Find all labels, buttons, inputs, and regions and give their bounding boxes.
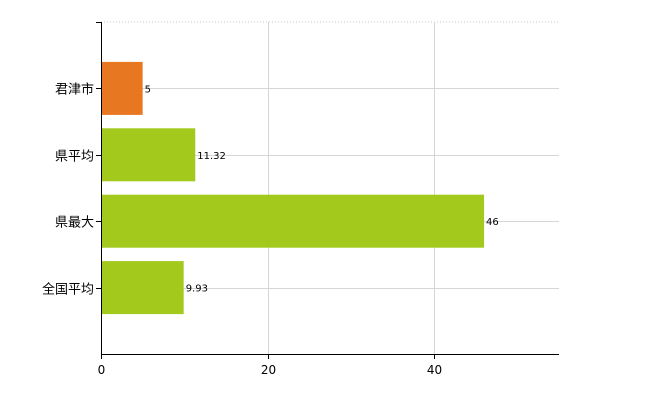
x-tick-label-2: 40 <box>427 363 442 377</box>
category-label-0: 君津市 <box>55 82 94 98</box>
value-label-0: 5 <box>145 84 151 95</box>
value-label-1: 11.32 <box>197 151 226 162</box>
x-tick-label-0: 0 <box>98 363 106 377</box>
bar-3 <box>102 261 184 315</box>
category-label-2: 県最大 <box>55 216 94 231</box>
x-tick-label-1: 20 <box>261 363 276 377</box>
bar-2 <box>102 194 485 248</box>
bar-1 <box>102 128 196 182</box>
category-label-3: 全国平均 <box>42 282 94 298</box>
category-label-1: 県平均 <box>55 150 94 165</box>
bar-0 <box>102 61 143 115</box>
value-label-3: 9.93 <box>186 284 208 295</box>
value-label-2: 46 <box>486 217 499 228</box>
